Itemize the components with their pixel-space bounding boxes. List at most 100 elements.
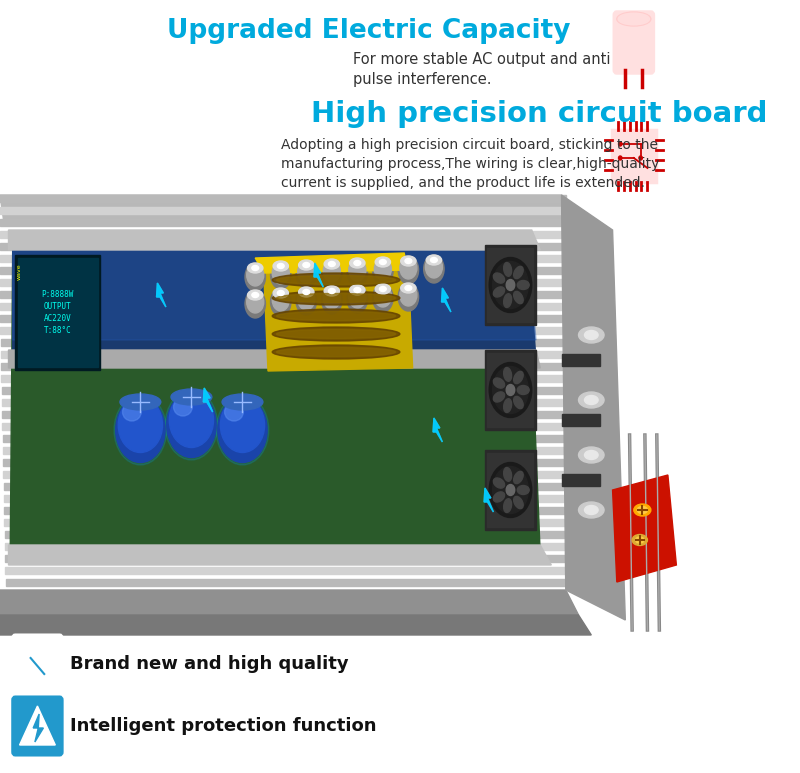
Polygon shape xyxy=(562,195,626,620)
Ellipse shape xyxy=(494,287,505,297)
Ellipse shape xyxy=(400,257,417,279)
Ellipse shape xyxy=(514,472,523,484)
Ellipse shape xyxy=(379,260,386,264)
Ellipse shape xyxy=(504,263,511,276)
Bar xyxy=(562,414,600,426)
Polygon shape xyxy=(2,423,574,430)
Ellipse shape xyxy=(518,386,529,394)
Polygon shape xyxy=(10,240,540,555)
Ellipse shape xyxy=(504,294,511,308)
Ellipse shape xyxy=(575,499,607,521)
Ellipse shape xyxy=(329,288,335,294)
Ellipse shape xyxy=(324,286,339,296)
Polygon shape xyxy=(0,315,570,322)
Ellipse shape xyxy=(252,292,258,298)
Polygon shape xyxy=(264,270,413,371)
Ellipse shape xyxy=(506,280,514,291)
Ellipse shape xyxy=(272,291,400,305)
Ellipse shape xyxy=(247,263,263,273)
Ellipse shape xyxy=(347,285,367,313)
Ellipse shape xyxy=(220,397,265,452)
Polygon shape xyxy=(13,240,536,340)
Polygon shape xyxy=(2,375,572,382)
Polygon shape xyxy=(9,350,540,368)
Polygon shape xyxy=(442,288,451,312)
Ellipse shape xyxy=(114,395,166,465)
Ellipse shape xyxy=(493,261,528,308)
Ellipse shape xyxy=(323,260,340,282)
Ellipse shape xyxy=(122,403,142,421)
Ellipse shape xyxy=(277,348,396,356)
Ellipse shape xyxy=(618,13,649,25)
Ellipse shape xyxy=(518,281,529,290)
Polygon shape xyxy=(0,195,566,202)
Ellipse shape xyxy=(401,256,416,266)
Text: For more stable AC output and anti: For more stable AC output and anti xyxy=(353,52,610,67)
Ellipse shape xyxy=(354,288,361,292)
Polygon shape xyxy=(2,411,574,418)
Polygon shape xyxy=(1,363,572,370)
Ellipse shape xyxy=(494,492,505,502)
Polygon shape xyxy=(157,283,166,307)
Text: High precision circuit board: High precision circuit board xyxy=(310,100,767,128)
Ellipse shape xyxy=(489,363,532,417)
Ellipse shape xyxy=(272,309,400,323)
Ellipse shape xyxy=(375,284,390,294)
Ellipse shape xyxy=(401,283,416,293)
Ellipse shape xyxy=(430,257,438,263)
Ellipse shape xyxy=(272,289,290,311)
Ellipse shape xyxy=(504,367,511,381)
Ellipse shape xyxy=(272,345,400,359)
Ellipse shape xyxy=(349,259,366,281)
Polygon shape xyxy=(9,545,551,565)
Ellipse shape xyxy=(575,444,607,466)
Ellipse shape xyxy=(514,371,523,383)
Ellipse shape xyxy=(494,378,505,388)
Ellipse shape xyxy=(298,288,314,310)
Ellipse shape xyxy=(277,275,396,284)
Bar xyxy=(487,453,534,527)
Ellipse shape xyxy=(489,257,532,312)
Polygon shape xyxy=(4,507,577,514)
Ellipse shape xyxy=(578,502,604,518)
Ellipse shape xyxy=(575,389,607,411)
Bar xyxy=(485,245,536,325)
Ellipse shape xyxy=(518,485,529,495)
Ellipse shape xyxy=(575,324,607,346)
Polygon shape xyxy=(4,519,578,526)
Ellipse shape xyxy=(225,403,243,421)
Ellipse shape xyxy=(426,256,442,278)
FancyBboxPatch shape xyxy=(13,635,62,693)
Polygon shape xyxy=(6,567,579,574)
Polygon shape xyxy=(484,488,494,512)
Polygon shape xyxy=(3,483,576,490)
Ellipse shape xyxy=(303,263,310,267)
Polygon shape xyxy=(0,207,566,214)
Ellipse shape xyxy=(166,393,216,458)
Ellipse shape xyxy=(424,255,444,283)
Polygon shape xyxy=(13,240,536,360)
Ellipse shape xyxy=(504,468,511,482)
Polygon shape xyxy=(5,531,578,538)
Ellipse shape xyxy=(296,287,317,315)
Text: wave: wave xyxy=(17,263,22,280)
Text: current is supplied, and the product life is extended.: current is supplied, and the product lif… xyxy=(281,176,645,190)
FancyBboxPatch shape xyxy=(614,12,654,73)
Text: manufacturing process,The wiring is clear,high-quality: manufacturing process,The wiring is clea… xyxy=(281,157,659,171)
Polygon shape xyxy=(613,475,676,582)
Ellipse shape xyxy=(585,331,598,339)
Ellipse shape xyxy=(379,287,386,291)
Text: P:8888W
OUTPUT
AC220V
T:88°C: P:8888W OUTPUT AC220V T:88°C xyxy=(42,291,74,335)
Ellipse shape xyxy=(322,259,342,287)
Polygon shape xyxy=(6,579,579,586)
Polygon shape xyxy=(33,714,43,742)
Ellipse shape xyxy=(585,396,598,404)
Bar xyxy=(485,450,536,530)
Ellipse shape xyxy=(635,537,644,543)
Ellipse shape xyxy=(514,291,523,304)
Ellipse shape xyxy=(504,499,511,512)
Ellipse shape xyxy=(303,290,310,295)
Ellipse shape xyxy=(405,285,412,291)
Bar xyxy=(485,350,536,430)
Polygon shape xyxy=(3,447,574,454)
